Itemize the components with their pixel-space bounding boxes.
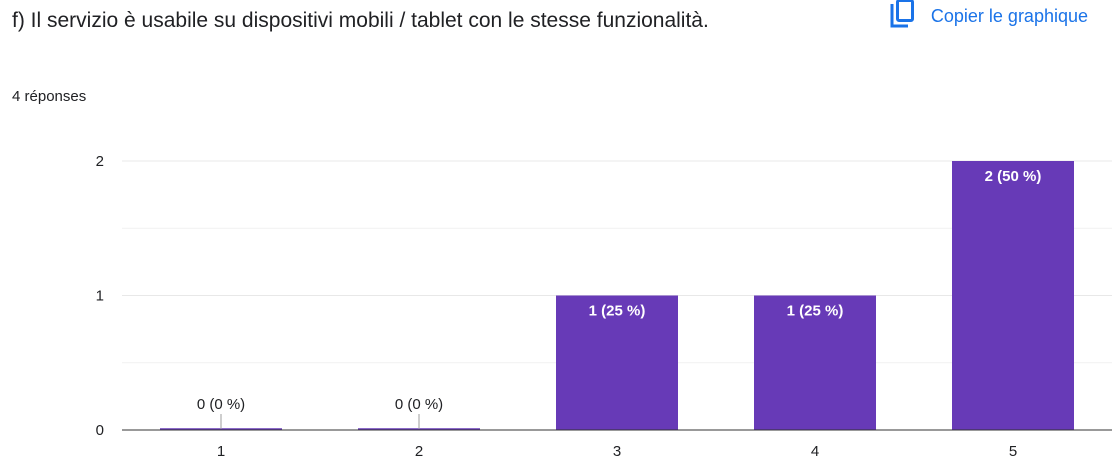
bar: [754, 295, 876, 430]
bar-data-label: 1 (25 %): [787, 303, 844, 320]
x-tick-label: 5: [1009, 443, 1017, 460]
y-tick-label: 1: [96, 288, 104, 305]
question-title: f) Il servizio è usabile su dispositivi …: [12, 9, 709, 32]
copy-chart-button[interactable]: Copier le graphique: [889, 0, 1088, 32]
bar: [556, 295, 678, 430]
bar: [952, 161, 1074, 430]
bar-data-label: 1 (25 %): [589, 303, 646, 320]
bar-data-label: 0 (0 %): [395, 396, 443, 413]
y-tick-label: 2: [96, 153, 104, 170]
x-tick-label: 4: [811, 443, 819, 460]
x-tick-label: 1: [217, 443, 225, 460]
bar-data-label: 2 (50 %): [985, 168, 1042, 185]
bar-data-label: 0 (0 %): [197, 396, 245, 413]
copy-icon: [889, 0, 931, 34]
copy-chart-label: Copier le graphique: [930, 5, 1088, 26]
x-tick-label: 2: [415, 443, 423, 460]
x-tick-label: 3: [613, 443, 621, 460]
y-tick-label: 0: [96, 422, 104, 439]
response-count: 4 réponses: [12, 88, 87, 105]
